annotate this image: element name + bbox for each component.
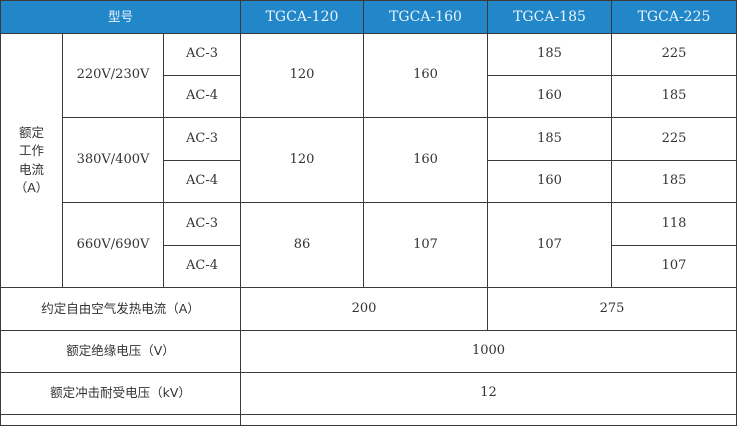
value-cell: 185 (611, 160, 737, 203)
value-cell: 120 (240, 117, 364, 203)
value-cell: 107 (611, 245, 737, 288)
category-label: AC-3 (163, 117, 241, 161)
category-label: AC-4 (163, 160, 241, 203)
value-cell: 160 (487, 75, 612, 118)
value-cell: 107 (363, 202, 488, 288)
value-cell: 225 (611, 33, 737, 76)
value-cell: 1000 (240, 330, 737, 373)
value-cell: 225 (611, 117, 737, 161)
category-label: AC-3 (163, 202, 241, 246)
value-cell: 160 (363, 33, 488, 118)
header-model: TGCA-185 (487, 0, 612, 34)
header-model: TGCA-120 (240, 0, 364, 34)
category-label: AC-4 (163, 75, 241, 118)
value-cell: 200 (240, 287, 488, 331)
voltage-label: 660V/690V (62, 202, 164, 288)
rated-current-label: 额定 工作 电流 （A） (0, 33, 63, 288)
value-cell: 160 (487, 160, 612, 203)
value-cell: 275 (487, 287, 737, 331)
impulse-voltage-label: 额定冲击耐受电压（kV） (0, 372, 241, 415)
next-row-value (240, 414, 737, 426)
value-cell: 118 (611, 202, 737, 246)
header-model: TGCA-225 (611, 0, 737, 34)
category-label: AC-3 (163, 33, 241, 76)
thermal-current-label: 约定自由空气发热电流（A） (0, 287, 241, 331)
value-cell: 185 (611, 75, 737, 118)
category-label: AC-4 (163, 245, 241, 288)
header-model: TGCA-160 (363, 0, 488, 34)
voltage-label: 380V/400V (62, 117, 164, 203)
voltage-label: 220V/230V (62, 33, 164, 118)
value-cell: 107 (487, 202, 612, 288)
insulation-voltage-label: 额定绝缘电压（V） (0, 330, 241, 373)
value-cell: 120 (240, 33, 364, 118)
value-cell: 12 (240, 372, 737, 415)
value-cell: 160 (363, 117, 488, 203)
next-row-label (0, 414, 241, 426)
value-cell: 185 (487, 117, 612, 161)
header-model-label: 型号 (0, 0, 241, 34)
value-cell: 185 (487, 33, 612, 76)
value-cell: 86 (240, 202, 364, 288)
